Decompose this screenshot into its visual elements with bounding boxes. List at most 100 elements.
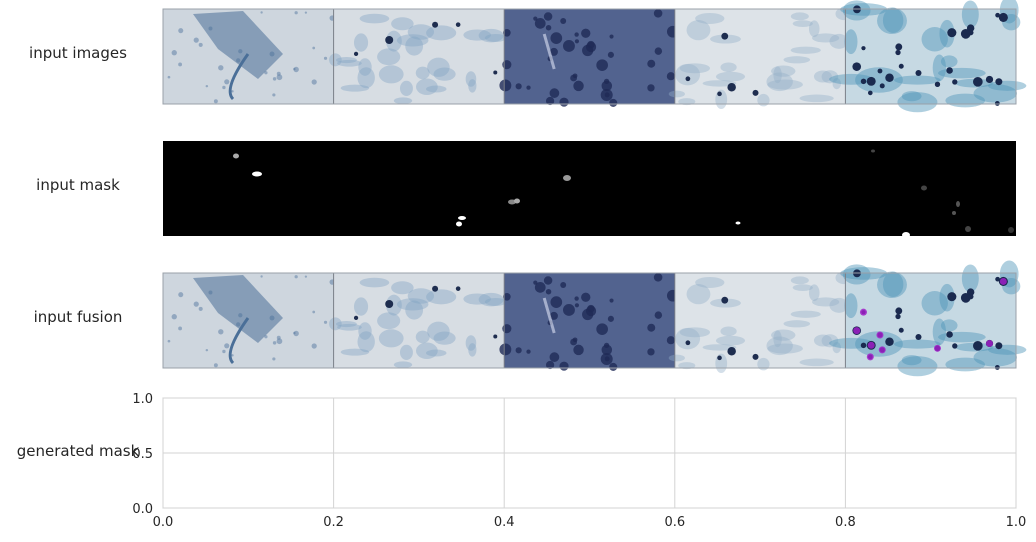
nucleus xyxy=(563,304,575,316)
debris xyxy=(304,275,308,278)
fusion-highlight xyxy=(866,353,874,361)
nucleus xyxy=(934,81,941,88)
debris xyxy=(294,11,298,15)
stain-blob xyxy=(812,33,840,43)
nucleus xyxy=(515,347,522,354)
x-tick-label: 0.8 xyxy=(835,515,856,530)
strip-border xyxy=(162,272,1017,369)
stain-blob xyxy=(335,56,357,64)
nucleus xyxy=(968,29,974,36)
debris xyxy=(231,90,234,93)
stain-blob xyxy=(973,348,1017,367)
stain-blob xyxy=(396,298,429,311)
nucleus xyxy=(515,83,522,90)
tile-background xyxy=(333,9,505,104)
stain-blob xyxy=(961,0,979,29)
debris xyxy=(312,46,316,50)
nucleus xyxy=(543,276,553,285)
nucleus xyxy=(973,76,983,87)
stain-blob xyxy=(882,7,904,33)
debris xyxy=(323,320,328,324)
nucleus xyxy=(752,353,759,360)
mask-background xyxy=(163,141,1016,236)
stain-blob xyxy=(766,72,793,92)
debris xyxy=(293,66,299,73)
debris xyxy=(269,315,275,321)
stain-blob xyxy=(337,59,362,67)
stain-blob xyxy=(678,98,696,106)
debris xyxy=(236,322,241,327)
debris xyxy=(171,314,177,320)
nucleus xyxy=(985,75,994,84)
stain-blob xyxy=(988,80,1027,91)
stain-blob xyxy=(844,29,858,55)
nucleus xyxy=(994,365,1000,370)
nucleus xyxy=(666,72,675,81)
mask-blob xyxy=(1008,227,1014,233)
nucleus xyxy=(946,67,953,74)
nucleus xyxy=(877,68,883,74)
stain-blob xyxy=(478,28,504,43)
stain-blob xyxy=(385,30,402,52)
debris xyxy=(311,343,317,349)
nucleus xyxy=(895,43,903,51)
stain-blob xyxy=(399,344,413,360)
nucleus xyxy=(545,24,552,31)
stain-blob xyxy=(329,317,342,331)
fusion-highlight xyxy=(853,327,861,335)
nucleus xyxy=(526,349,531,354)
cell-cluster xyxy=(193,11,283,79)
nucleus xyxy=(647,323,656,332)
stain-blob xyxy=(415,330,430,344)
mask-blob xyxy=(233,153,239,159)
stain-blob xyxy=(686,284,711,305)
debris xyxy=(323,56,328,60)
stain-blob xyxy=(426,25,457,41)
nucleus xyxy=(915,70,922,77)
debris xyxy=(272,93,276,97)
stain-blob xyxy=(668,90,685,98)
nucleus xyxy=(609,34,614,39)
mask-blob xyxy=(252,171,262,177)
nucleus xyxy=(717,355,722,361)
stain-blob xyxy=(757,93,770,107)
tile-background xyxy=(674,9,846,104)
stain-blob xyxy=(893,339,941,349)
mask-blob xyxy=(456,221,462,227)
stain-blob xyxy=(790,276,809,285)
debris xyxy=(218,65,224,71)
debris xyxy=(213,99,218,104)
debris xyxy=(178,28,184,34)
stain-blob xyxy=(829,33,849,49)
nucleus xyxy=(609,98,618,107)
stain-blob xyxy=(416,342,438,359)
nucleus xyxy=(502,60,512,70)
cell-cluster xyxy=(193,275,283,343)
stain-blob xyxy=(790,46,821,54)
nucleus xyxy=(685,340,691,346)
stain-blob xyxy=(812,297,840,307)
cell-tail xyxy=(228,53,250,101)
stain-blob xyxy=(695,276,725,288)
nucleus xyxy=(915,334,922,341)
nucleus xyxy=(654,47,663,55)
nucleus xyxy=(895,313,901,320)
debris xyxy=(238,313,243,318)
nucleus xyxy=(573,80,584,92)
nucleus xyxy=(995,12,1000,18)
stain-blob xyxy=(813,70,832,83)
nucleus xyxy=(952,79,958,85)
stain-blob xyxy=(484,297,507,306)
stain-blob xyxy=(813,334,832,347)
debris xyxy=(198,42,203,47)
debris xyxy=(264,335,268,339)
nucleus xyxy=(559,361,569,371)
stain-blob xyxy=(393,97,413,105)
nucleus xyxy=(549,311,558,320)
stain-blob xyxy=(426,289,457,305)
stain-blob xyxy=(821,334,839,348)
tile-background xyxy=(845,273,1016,368)
stain-blob xyxy=(757,357,770,371)
stain-blob xyxy=(465,335,477,351)
debris xyxy=(312,310,316,314)
